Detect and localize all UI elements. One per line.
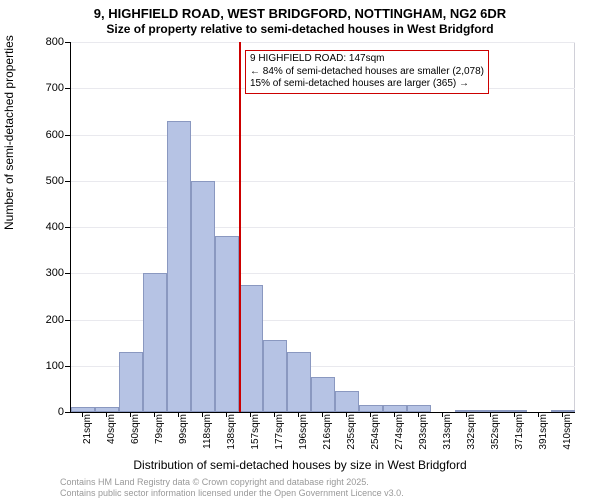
- histogram-bar: [335, 391, 359, 412]
- x-tick-label: 371sqm: [514, 414, 525, 450]
- gridline: [71, 42, 575, 43]
- y-tick-mark: [65, 320, 70, 321]
- y-tick-label: 200: [34, 314, 64, 326]
- y-tick-label: 600: [34, 129, 64, 141]
- gridline: [71, 227, 575, 228]
- x-tick-mark: [298, 412, 299, 417]
- chart-title-address: 9, HIGHFIELD ROAD, WEST BRIDGFORD, NOTTI…: [0, 6, 600, 21]
- y-tick-label: 0: [34, 406, 64, 418]
- y-tick-mark: [65, 181, 70, 182]
- y-tick-mark: [65, 412, 70, 413]
- histogram-bar: [551, 410, 575, 412]
- histogram-bar: [455, 410, 479, 412]
- x-tick-mark: [178, 412, 179, 417]
- x-tick-mark: [418, 412, 419, 417]
- y-tick-label: 500: [34, 175, 64, 187]
- gridline: [71, 135, 575, 136]
- histogram-bar: [407, 405, 431, 412]
- y-tick-mark: [65, 135, 70, 136]
- x-tick-label: 352sqm: [490, 414, 501, 450]
- x-tick-label: 216sqm: [322, 414, 333, 450]
- x-tick-label: 254sqm: [370, 414, 381, 450]
- x-tick-mark: [322, 412, 323, 417]
- histogram-bar: [479, 410, 503, 412]
- x-tick-mark: [154, 412, 155, 417]
- histogram-bar: [311, 377, 335, 412]
- x-tick-mark: [490, 412, 491, 417]
- plot-area: 9 HIGHFIELD ROAD: 147sqm← 84% of semi-de…: [70, 42, 575, 413]
- histogram-bar: [95, 407, 119, 412]
- x-tick-label: 60sqm: [130, 414, 141, 444]
- x-tick-label: 118sqm: [202, 414, 213, 449]
- x-tick-label: 138sqm: [226, 414, 237, 450]
- x-tick-label: 99sqm: [178, 414, 189, 444]
- x-tick-mark: [466, 412, 467, 417]
- x-tick-mark: [274, 412, 275, 417]
- x-tick-mark: [106, 412, 107, 417]
- x-tick-mark: [250, 412, 251, 417]
- histogram-bar: [167, 121, 191, 412]
- x-tick-label: 313sqm: [442, 414, 453, 450]
- x-tick-mark: [226, 412, 227, 417]
- x-tick-label: 177sqm: [274, 414, 285, 450]
- chart-container: 9, HIGHFIELD ROAD, WEST BRIDGFORD, NOTTI…: [0, 0, 600, 500]
- x-tick-label: 196sqm: [298, 414, 309, 450]
- histogram-bar: [119, 352, 143, 412]
- reference-line: [239, 42, 241, 412]
- y-tick-mark: [65, 42, 70, 43]
- x-tick-mark: [394, 412, 395, 417]
- x-tick-label: 274sqm: [394, 414, 405, 450]
- x-tick-label: 21sqm: [82, 414, 93, 444]
- histogram-bar: [383, 405, 407, 412]
- histogram-bar: [71, 407, 95, 412]
- x-tick-label: 410sqm: [562, 414, 573, 450]
- annotation-box: 9 HIGHFIELD ROAD: 147sqm← 84% of semi-de…: [245, 50, 489, 94]
- y-tick-mark: [65, 273, 70, 274]
- histogram-bar: [191, 181, 215, 412]
- x-tick-label: 391sqm: [538, 414, 549, 450]
- y-tick-mark: [65, 366, 70, 367]
- footer-line1: Contains HM Land Registry data © Crown c…: [60, 477, 404, 487]
- y-tick-label: 300: [34, 267, 64, 279]
- x-tick-mark: [538, 412, 539, 417]
- x-tick-label: 332sqm: [466, 414, 477, 450]
- x-tick-mark: [562, 412, 563, 417]
- histogram-bar: [239, 285, 263, 412]
- y-tick-mark: [65, 88, 70, 89]
- y-axis-label: Number of semi-detached properties: [2, 35, 16, 230]
- y-tick-label: 700: [34, 82, 64, 94]
- x-tick-mark: [370, 412, 371, 417]
- x-tick-label: 157sqm: [250, 414, 261, 450]
- x-axis-label: Distribution of semi-detached houses by …: [0, 458, 600, 472]
- y-tick-label: 400: [34, 221, 64, 233]
- x-tick-mark: [130, 412, 131, 417]
- chart-title-desc: Size of property relative to semi-detach…: [0, 22, 600, 36]
- x-tick-label: 40sqm: [106, 414, 117, 444]
- histogram-bar: [263, 340, 287, 412]
- histogram-bar: [503, 410, 527, 412]
- x-tick-label: 79sqm: [154, 414, 165, 444]
- x-tick-mark: [346, 412, 347, 417]
- x-tick-mark: [442, 412, 443, 417]
- histogram-bar: [359, 405, 383, 412]
- x-tick-mark: [82, 412, 83, 417]
- x-tick-mark: [514, 412, 515, 417]
- histogram-bar: [143, 273, 167, 412]
- histogram-bar: [215, 236, 239, 412]
- x-tick-mark: [202, 412, 203, 417]
- y-tick-mark: [65, 227, 70, 228]
- histogram-bar: [287, 352, 311, 412]
- footer-copyright: Contains HM Land Registry data © Crown c…: [60, 477, 404, 498]
- footer-line2: Contains public sector information licen…: [60, 488, 404, 498]
- y-tick-label: 800: [34, 36, 64, 48]
- y-tick-label: 100: [34, 360, 64, 372]
- gridline: [71, 181, 575, 182]
- x-tick-label: 293sqm: [418, 414, 429, 450]
- x-tick-label: 235sqm: [346, 414, 357, 450]
